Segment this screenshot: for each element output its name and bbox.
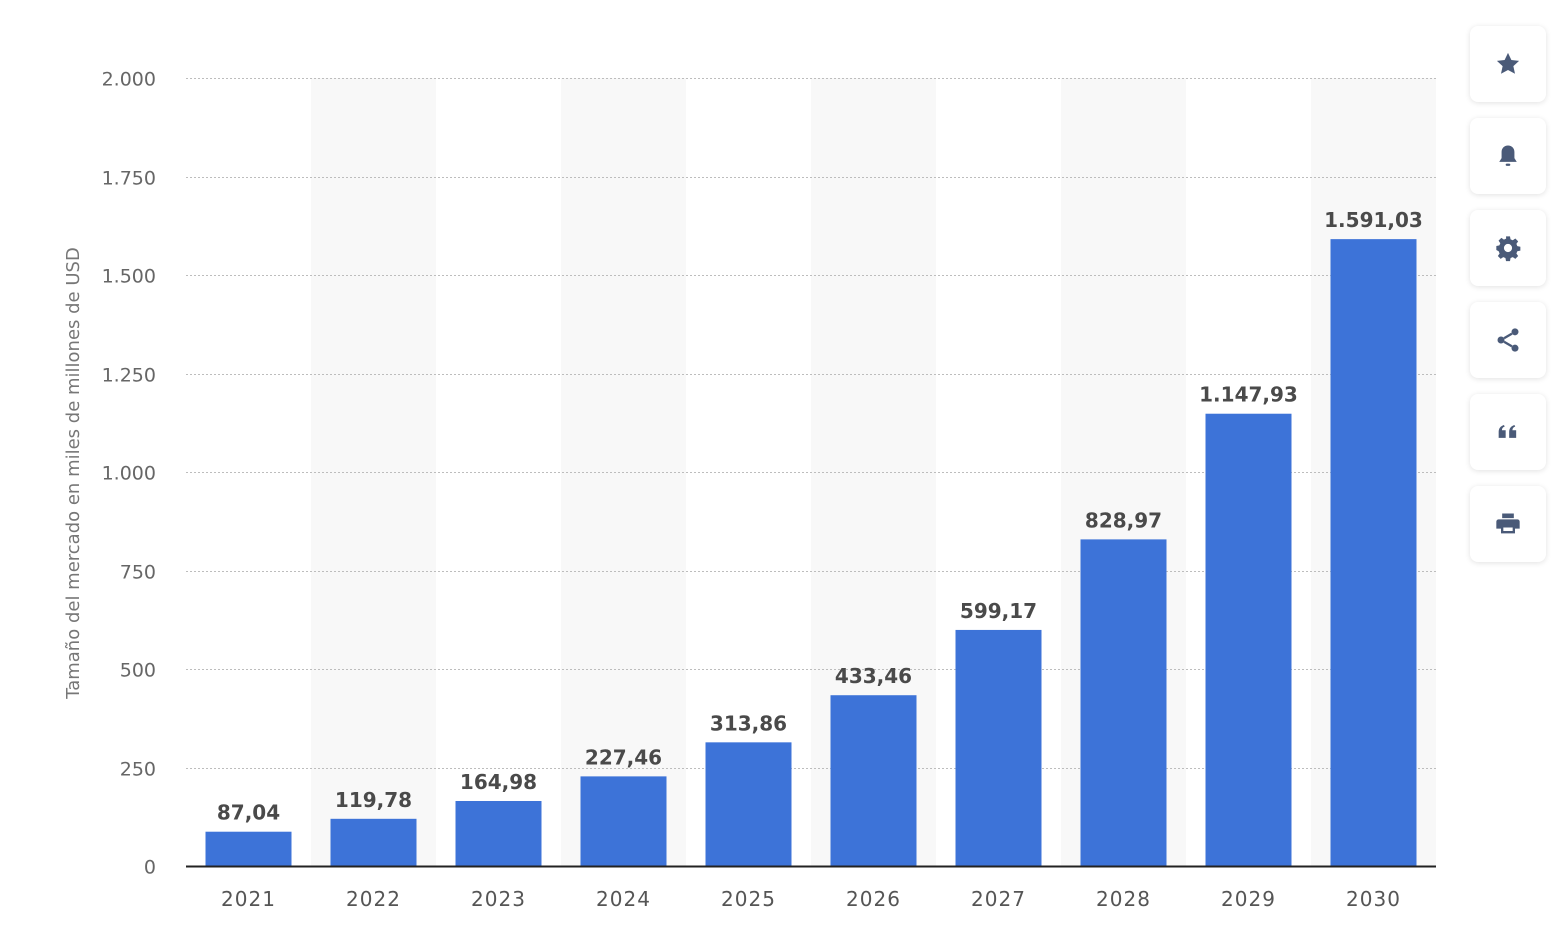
y-axis-ticks: 0 250 500 750 1.000 1.250 1.500 1.750 2.000 — [102, 69, 156, 879]
x-tick-label: 2024 — [596, 887, 651, 911]
y-axis-label: Tamaño del mercado en miles de millones … — [63, 247, 84, 700]
x-tick-label: 2022 — [346, 887, 401, 911]
data-label: 1.147,93 — [1199, 383, 1298, 407]
x-tick-label: 2027 — [971, 887, 1026, 911]
y-tick-label: 500 — [120, 660, 156, 682]
star-icon — [1496, 52, 1520, 74]
settings-button[interactable] — [1470, 210, 1546, 286]
cite-button[interactable] — [1470, 394, 1546, 470]
data-label: 599,17 — [960, 599, 1037, 623]
notification-button[interactable] — [1470, 118, 1546, 194]
x-tick-label: 2029 — [1221, 887, 1276, 911]
data-label: 164,98 — [460, 770, 537, 794]
x-tick-label: 2028 — [1096, 887, 1151, 911]
bar-2025[interactable] — [705, 742, 792, 866]
y-tick-label: 250 — [120, 759, 156, 781]
data-label: 828,97 — [1085, 508, 1162, 532]
gear-icon — [1496, 236, 1521, 262]
y-tick-label: 1.250 — [102, 365, 156, 387]
data-label: 227,46 — [585, 745, 662, 769]
bar-2029[interactable] — [1205, 413, 1292, 866]
data-label: 119,78 — [335, 788, 412, 812]
bar-2023[interactable] — [455, 800, 542, 866]
share-icon — [1497, 328, 1519, 352]
gridlines — [186, 78, 1436, 769]
y-tick-label: 1.500 — [102, 266, 156, 288]
bar-2027[interactable] — [955, 629, 1042, 866]
bar-2024[interactable] — [580, 776, 667, 866]
printer-icon — [1496, 513, 1520, 534]
data-label: 1.591,03 — [1324, 208, 1423, 232]
background-band — [311, 78, 436, 866]
bar-2021[interactable] — [205, 831, 292, 866]
y-tick-label: 1.000 — [102, 463, 156, 485]
bar-2022[interactable] — [330, 818, 417, 866]
quote-icon — [1498, 425, 1517, 438]
share-button[interactable] — [1470, 302, 1546, 378]
bell-icon — [1499, 145, 1517, 166]
y-tick-label: 750 — [120, 562, 156, 584]
data-label: 313,86 — [710, 711, 787, 735]
y-tick-label: 1.750 — [102, 168, 156, 190]
toolbar — [1470, 26, 1546, 578]
y-tick-label: 0 — [144, 857, 156, 879]
bars — [205, 239, 1417, 867]
data-label: 87,04 — [217, 801, 280, 825]
bar-chart: 0 250 500 750 1.000 1.250 1.500 1.750 2.000 87,0… — [63, 69, 1436, 911]
y-tick-label: 2.000 — [102, 69, 156, 91]
x-tick-label: 2023 — [471, 887, 526, 911]
bar-2030[interactable] — [1330, 239, 1417, 867]
favorite-button[interactable] — [1470, 26, 1546, 102]
print-button[interactable] — [1470, 486, 1546, 562]
x-tick-label: 2030 — [1346, 887, 1401, 911]
bar-2026[interactable] — [830, 695, 917, 866]
bar-2028[interactable] — [1080, 539, 1167, 866]
x-tick-label: 2025 — [721, 887, 776, 911]
data-labels: 87,04 119,78 164,98 227,46 313,86 433,46 599,1… — [217, 208, 1423, 825]
x-tick-label: 2026 — [846, 887, 901, 911]
data-label: 433,46 — [835, 664, 912, 688]
x-tick-label: 2021 — [221, 887, 276, 911]
x-axis-ticks: 2021 2022 2023 2024 2025 2026 2027 2028 2029 2030 — [221, 887, 1401, 911]
